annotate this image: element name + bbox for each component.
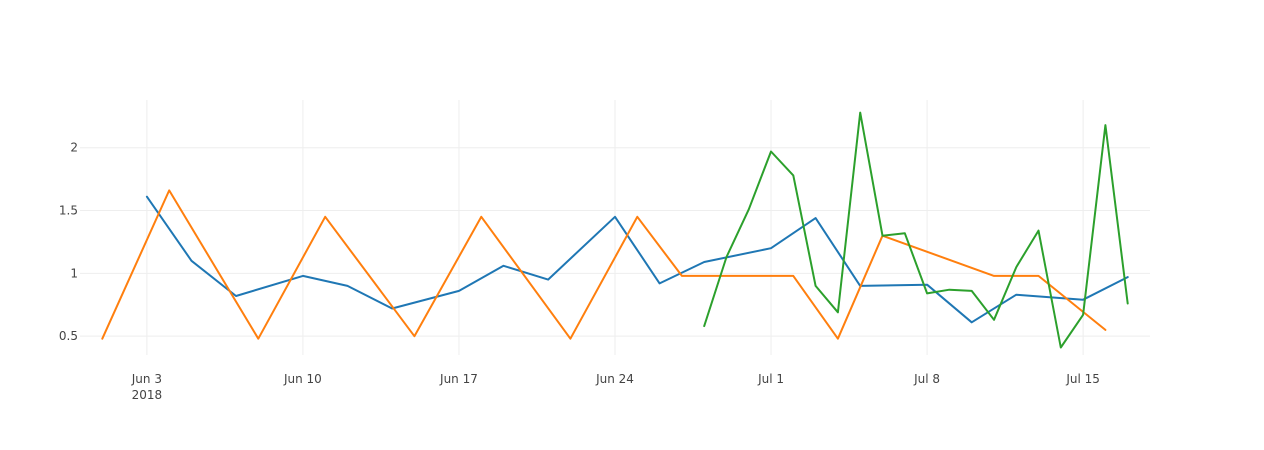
x-tick-label: Jun 17: [439, 372, 478, 386]
x-tick-sublabel: 2018: [132, 388, 163, 402]
series-line-2: [101, 189, 1107, 340]
y-tick-label: 0.5: [59, 329, 78, 343]
x-tick-label: Jul 8: [913, 372, 940, 386]
series-layer: [101, 111, 1129, 349]
axis-layer: Jun 3 2018 Jun 10 Jun 17 Jun 24 Jul 1 Jul 8 Jul…: [59, 141, 1100, 402]
x-tick-label: Jun 10: [283, 372, 322, 386]
y-tick-label: 2: [70, 141, 78, 155]
grid-layer: [80, 100, 1150, 355]
x-tick-label: Jun 24: [595, 372, 634, 386]
series-line-1: [145, 195, 1129, 324]
y-tick-label: 1: [70, 266, 78, 280]
series-line-3: [703, 111, 1129, 349]
x-tick-label: Jun 3: [131, 372, 162, 386]
x-tick-label: Jul 1: [757, 372, 784, 386]
y-tick-label: 1.5: [59, 204, 78, 218]
x-tick-label: Jul 15: [1065, 372, 1100, 386]
